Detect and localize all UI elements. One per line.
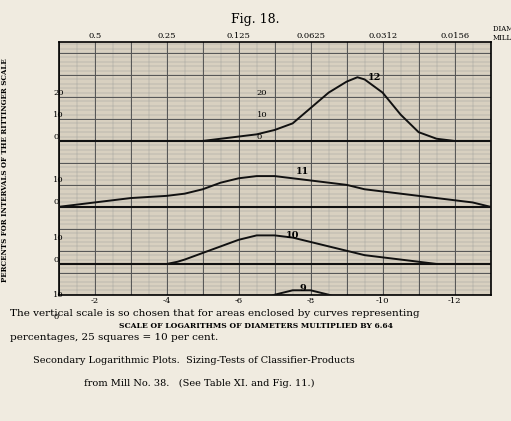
Text: Secondary Logarithmic Plots.  Sizing-Tests of Classifier-Products: Secondary Logarithmic Plots. Sizing-Test… [33,356,355,365]
Text: 20: 20 [53,88,64,97]
Text: -8: -8 [307,297,315,305]
Text: 11: 11 [296,167,310,176]
Text: 0: 0 [53,256,59,264]
Text: 0.0625: 0.0625 [296,32,325,40]
Text: -4: -4 [162,297,171,305]
Text: percentages, 25 squares = 10 per cent.: percentages, 25 squares = 10 per cent. [10,333,219,341]
Text: 0.0312: 0.0312 [368,32,397,40]
Text: 0: 0 [53,313,59,321]
Text: 0: 0 [257,133,262,141]
Text: 12: 12 [368,73,382,82]
Text: 10: 10 [53,234,64,242]
Text: 10: 10 [53,111,64,119]
Text: 10: 10 [53,290,64,299]
Text: from Mill No. 38.   (See Table XI. and Fig. 11.): from Mill No. 38. (See Table XI. and Fig… [84,379,315,388]
Text: DIAMETERS IN
MILLIMETERS: DIAMETERS IN MILLIMETERS [493,25,511,42]
Text: 10: 10 [257,111,267,119]
Text: 10: 10 [53,176,64,184]
Text: 0: 0 [53,198,59,206]
Text: PERCENTS FOR INTERVALS OF THE RITTINGER SCALE: PERCENTS FOR INTERVALS OF THE RITTINGER … [1,59,9,282]
Text: 0: 0 [53,133,59,141]
Text: 20: 20 [257,88,267,97]
Text: SCALE OF LOGARITHMS OF DIAMETERS MULTIPLIED BY 6.64: SCALE OF LOGARITHMS OF DIAMETERS MULTIPL… [119,322,392,330]
Text: Fig. 18.: Fig. 18. [231,13,280,26]
Text: -6: -6 [235,297,243,305]
Text: 9: 9 [300,284,307,293]
Text: 0.125: 0.125 [227,32,250,40]
Text: -2: -2 [90,297,99,305]
Text: The vertical scale is so chosen that for areas enclosed by curves representing: The vertical scale is so chosen that for… [10,309,420,318]
Text: 0.5: 0.5 [88,32,101,40]
Text: 10: 10 [286,231,299,240]
Text: -12: -12 [448,297,461,305]
Text: -10: -10 [376,297,389,305]
Text: 0.0156: 0.0156 [440,32,469,40]
Text: 0.25: 0.25 [157,32,176,40]
